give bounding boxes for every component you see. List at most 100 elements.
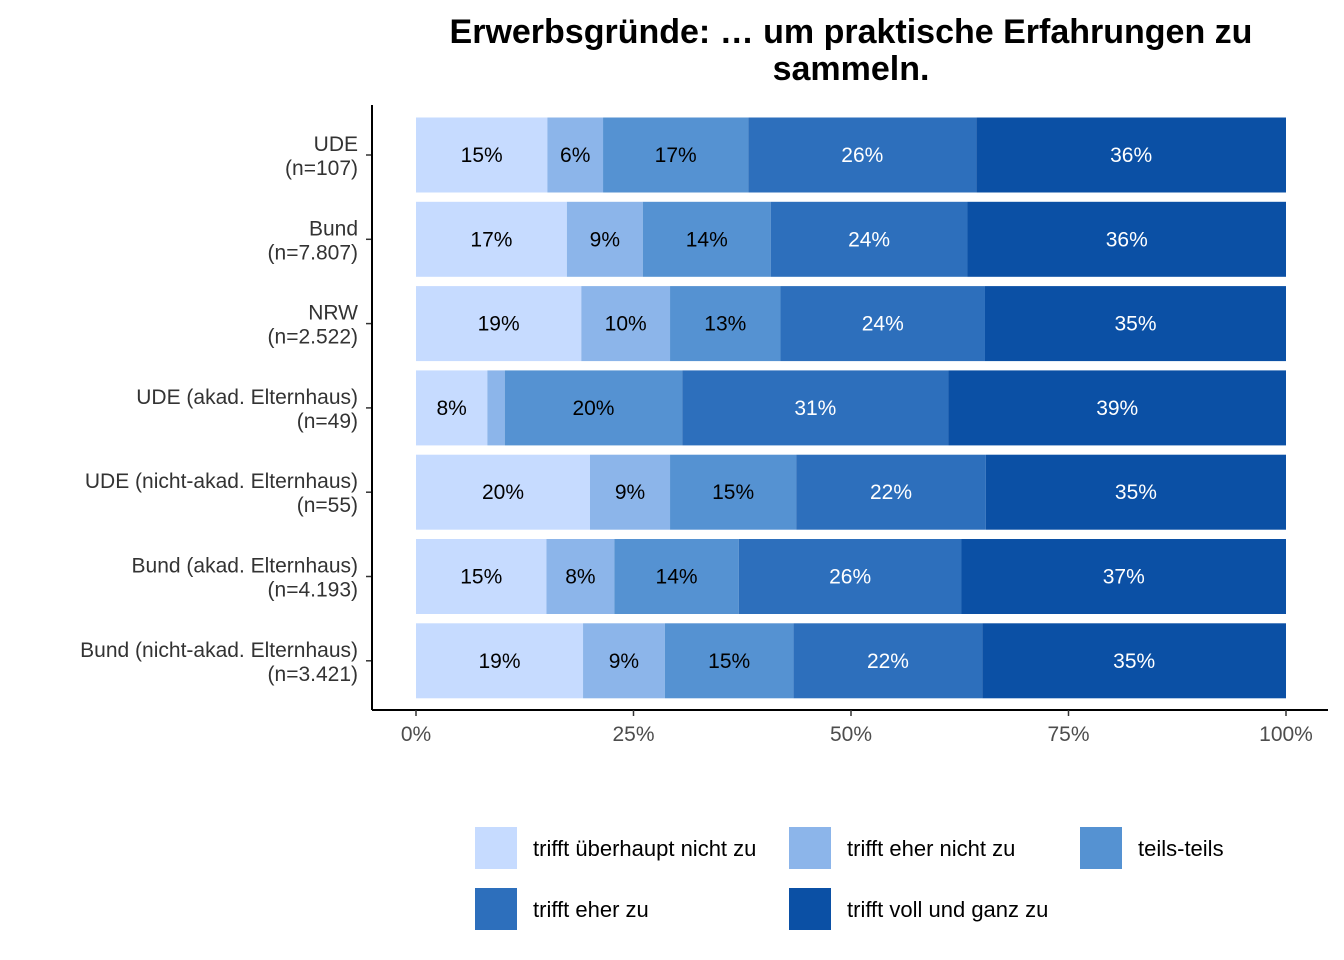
bar-data-label: 35% [1115, 481, 1157, 504]
legend-swatch [475, 827, 517, 869]
bar-segment [642, 201, 771, 277]
bar-row: 15% 8% 14% 26% 37% [416, 539, 1286, 614]
bar-segment [416, 539, 547, 614]
y-tick-label-n: (n=107) [285, 157, 358, 180]
legend-item: trifft überhaupt nicht zu [475, 827, 756, 869]
axes-layer: UDE(n=107) Bund(n=7.807) NRW(n=2.522) UDE (… [80, 105, 1328, 746]
legend: trifft überhaupt nicht zu trifft eher nic… [475, 827, 1224, 930]
bar-segment [416, 623, 584, 699]
bar-segment [961, 539, 1286, 614]
legend-label: trifft überhaupt nicht zu [533, 836, 756, 861]
y-tick-label: Bund (akad. Elternhaus) [132, 555, 358, 578]
y-tick-label-n: (n=2.522) [268, 326, 358, 349]
bar-row: 19% 9% 15% 22% 35% [416, 623, 1286, 699]
y-tick-label: Bund (nicht-akad. Elternhaus) [80, 639, 358, 662]
bar-segment [748, 117, 977, 193]
bar-segment [590, 454, 671, 530]
bar-segment [770, 201, 968, 277]
legend-swatch [789, 888, 831, 930]
bar-segment [416, 286, 582, 362]
legend-item: trifft voll und ganz zu [789, 888, 1048, 930]
bar-data-label: 31% [794, 397, 836, 420]
bar-row: 20% 9% 15% 22% 35% [416, 454, 1286, 530]
x-tick-label: 50% [830, 723, 872, 746]
bar-data-label: 36% [1110, 144, 1152, 167]
bar-data-label: 10% [605, 313, 647, 336]
y-tick-label: UDE (nicht-akad. Elternhaus) [85, 470, 358, 493]
bar-segment [547, 117, 604, 193]
bar-segment [670, 286, 781, 362]
bar-data-label: 20% [482, 481, 524, 504]
bar-segment [487, 370, 505, 446]
bar-row: 8% 20% 31% 39% [416, 370, 1286, 446]
bar-segment [416, 117, 548, 193]
bar-data-label: 19% [479, 650, 521, 673]
bar-segment [976, 117, 1286, 193]
bar-data-label: 35% [1114, 313, 1156, 336]
y-tick-label-n: (n=3.421) [268, 663, 358, 686]
bar-data-label: 36% [1106, 228, 1148, 251]
bar-segment [967, 201, 1286, 277]
x-tick-label: 75% [1047, 723, 1089, 746]
bar-segment [796, 454, 986, 530]
bar-data-label: 22% [870, 481, 912, 504]
bar-segment [416, 454, 590, 530]
bar-segment [546, 539, 615, 614]
bar-data-label: 17% [470, 228, 512, 251]
legend-swatch [1080, 827, 1122, 869]
bar-segment [416, 370, 488, 446]
bar-data-label: 39% [1096, 397, 1138, 420]
legend-item: teils-teils [1080, 827, 1224, 869]
chart-title: Erwerbsgründe: … um praktische Erfahrung… [450, 13, 1253, 88]
bar-row: 15% 6% 17% 26% 36% [416, 117, 1286, 193]
legend-item: trifft eher nicht zu [789, 827, 1015, 869]
legend-label: trifft eher zu [533, 897, 649, 922]
bar-segment [780, 286, 985, 362]
y-tick-label-n: (n=7.807) [268, 241, 358, 264]
bar-data-label: 26% [841, 144, 883, 167]
bar-data-label: 6% [560, 144, 590, 167]
bar-data-label: 19% [478, 313, 520, 336]
bar-segment [984, 286, 1286, 362]
bar-data-label: 24% [848, 228, 890, 251]
bar-segment [614, 539, 739, 614]
legend-label: trifft eher nicht zu [847, 836, 1015, 861]
chart-title-line-2: sammeln. [773, 50, 930, 88]
bar-data-label: 8% [565, 566, 595, 589]
bar-segment [504, 370, 683, 446]
bar-data-label: 37% [1103, 566, 1145, 589]
bar-segment [738, 539, 962, 614]
bar-data-label: 8% [436, 397, 466, 420]
y-tick-label-n: (n=49) [297, 410, 358, 433]
bar-segment [603, 117, 749, 193]
bar-data-label: 24% [862, 313, 904, 336]
bar-data-label: 9% [590, 228, 620, 251]
bar-data-label: 15% [461, 144, 503, 167]
legend-label: trifft voll und ganz zu [847, 897, 1048, 922]
bar-data-label: 14% [656, 566, 698, 589]
bar-data-label: 26% [829, 566, 871, 589]
y-tick-label: UDE (akad. Elternhaus) [136, 386, 358, 409]
y-tick-label-n: (n=55) [297, 494, 358, 517]
bar-row: 19% 10% 13% 24% 35% [416, 286, 1286, 362]
y-tick-label: UDE [314, 133, 358, 156]
bar-data-label: 9% [615, 481, 645, 504]
bar-data-label: 22% [867, 650, 909, 673]
y-tick-label: Bund [309, 217, 358, 240]
bar-segment [793, 623, 983, 699]
y-tick-label: NRW [308, 302, 358, 325]
bar-data-label: 15% [712, 481, 754, 504]
legend-swatch [475, 888, 517, 930]
bar-segment [664, 623, 794, 699]
bar-segment [670, 454, 797, 530]
bar-segment [566, 201, 643, 277]
x-tick-label: 100% [1259, 723, 1313, 746]
bar-data-label: 13% [704, 313, 746, 336]
legend-item: trifft eher zu [475, 888, 649, 930]
legend-swatch [789, 827, 831, 869]
bar-data-label: 9% [609, 650, 639, 673]
bars-layer: 15% 6% 17% 26% 36% 17% 9% 14% 24% 36% 19% 10% 13% 24%… [416, 117, 1286, 699]
y-tick-label-n: (n=4.193) [268, 579, 358, 602]
x-tick-label: 25% [612, 723, 654, 746]
